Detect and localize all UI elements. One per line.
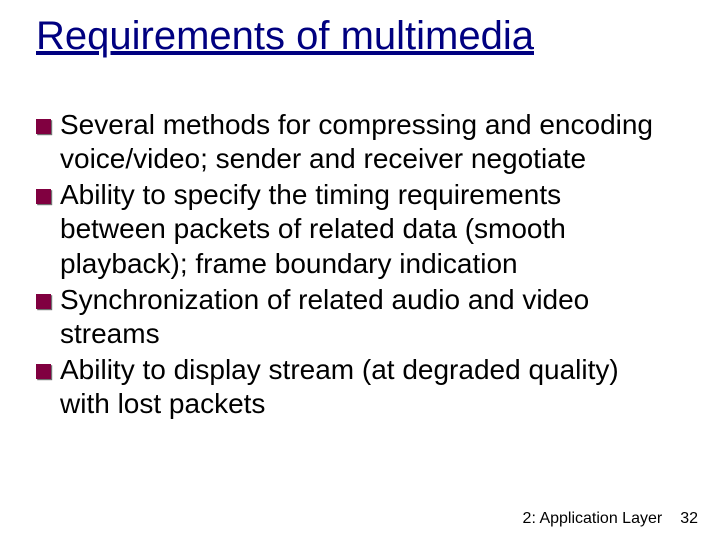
bullet-text: Ability to specify the timing requiremen… [60,178,672,280]
bullet-item: Ability to specify the timing requiremen… [36,178,672,280]
bullet-item: Several methods for compressing and enco… [36,108,672,176]
bullet-item: Ability to display stream (at degraded q… [36,353,672,421]
bullet-marker-icon [36,294,51,309]
bullet-text: Several methods for compressing and enco… [60,108,672,176]
footer-chapter-label: 2: Application Layer [523,510,663,528]
bullet-marker-icon [36,364,51,379]
bullet-text: Ability to display stream (at degraded q… [60,353,672,421]
slide-body: Several methods for compressing and enco… [36,108,672,423]
bullet-marker-icon [36,119,51,134]
slide-footer: 2: Application Layer 32 [523,510,698,528]
footer-page-number: 32 [680,510,698,528]
bullet-text: Synchronization of related audio and vid… [60,283,672,351]
bullet-item: Synchronization of related audio and vid… [36,283,672,351]
slide: Requirements of multimedia Several metho… [0,0,720,540]
bullet-marker-icon [36,189,51,204]
slide-title: Requirements of multimedia [36,14,534,58]
